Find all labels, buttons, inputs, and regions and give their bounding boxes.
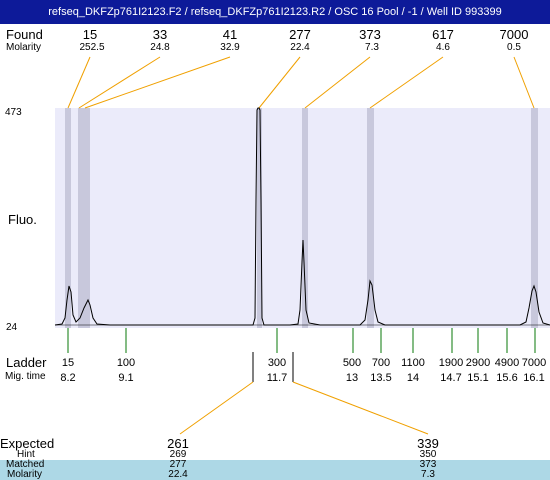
ladder-size-500: 500 [342, 357, 362, 369]
y-axis-top-label: 473 [5, 107, 22, 118]
ladder-size-2900: 2900 [465, 357, 491, 369]
found-molarity-277: 22.4 [290, 42, 310, 53]
found-molarity-15: 252.5 [79, 42, 105, 53]
ladder-label: Ladder [6, 355, 47, 370]
matched-label: Matched [6, 459, 45, 470]
found-molarity-617: 4.6 [436, 42, 450, 53]
found-molarity-373: 7.3 [365, 42, 379, 53]
matched-261: 277 [169, 459, 187, 470]
ladder-time-15: 8.2 [60, 372, 76, 384]
expected-connector-339 [292, 381, 429, 435]
found-molarity-7000: 0.5 [507, 42, 521, 53]
found-size-373: 373 [359, 27, 381, 42]
molarity-261: 22.4 [168, 469, 188, 480]
connector-7000 [513, 56, 535, 109]
found-size-15: 15 [82, 27, 98, 42]
ladder-time-700: 13.5 [370, 372, 392, 384]
y-axis-title: Fluo. [8, 212, 37, 227]
peak-band-15 [65, 108, 71, 328]
ladder-size-1900: 1900 [438, 357, 464, 369]
found-size-41: 41 [222, 27, 238, 42]
hint-339: 350 [419, 449, 437, 460]
peak-band-277 [257, 108, 262, 328]
connector-617 [369, 56, 444, 109]
ladder-size-4900: 4900 [494, 357, 520, 369]
connector-15 [67, 56, 91, 109]
found-molarity-label: Molarity [6, 42, 42, 53]
window-title: refseq_DKFZp761I2123.F2 / refseq_DKFZp76… [0, 0, 550, 24]
found-size-33: 33 [152, 27, 168, 42]
matched-band [0, 460, 550, 480]
ladder-time-1100: 14 [406, 372, 420, 384]
mig-time-label: Mig. time [5, 371, 46, 382]
peak-band-33-41 [78, 108, 90, 328]
ladder-time-7000: 16.1 [523, 372, 545, 384]
found-molarity-41: 32.9 [220, 42, 240, 53]
ladder-size-300: 300 [267, 357, 287, 369]
ladder-time-500: 13 [345, 372, 359, 384]
ladder-size-1100: 1100 [401, 357, 425, 369]
ladder-time-2900: 15.1 [467, 372, 489, 384]
connector-33 [78, 56, 161, 109]
expected-connector-261 [179, 381, 254, 435]
matched-339: 373 [419, 459, 437, 470]
peak-band-373 [302, 108, 308, 328]
expected-size-339: 339 [417, 436, 439, 451]
peak-band-617 [367, 108, 374, 328]
found-connectors [67, 56, 535, 109]
connector-373 [304, 56, 371, 109]
ladder-time-4900: 15.6 [496, 372, 518, 384]
y-axis-bottom-label: 24 [6, 322, 18, 333]
expected-size-261: 261 [167, 436, 189, 451]
connector-41 [84, 56, 231, 109]
found-label: Found [6, 27, 43, 42]
ladder-ticks [67, 328, 536, 353]
peak-band-7000 [531, 108, 538, 328]
found-size-617: 617 [432, 27, 454, 42]
ladder-time-100: 9.1 [118, 372, 134, 384]
found-size-277: 277 [289, 27, 311, 42]
found-molarity-33: 24.8 [150, 42, 170, 53]
expected-label: Expected [0, 436, 55, 451]
ladder-time-300: 11.7 [266, 372, 288, 384]
molarity-339: 7.3 [421, 469, 435, 480]
molarity-bottom-label: Molarity [7, 469, 43, 480]
found-size-7000: 7000 [499, 27, 529, 42]
connector-277 [258, 56, 301, 109]
ladder-size-15: 15 [61, 357, 75, 369]
ladder-size-100: 100 [116, 357, 136, 369]
hint-261: 269 [169, 449, 187, 460]
hint-label: Hint [17, 449, 35, 460]
ladder-size-7000: 7000 [521, 357, 547, 369]
ladder-time-1900: 14.7 [440, 372, 462, 384]
ladder-size-700: 700 [371, 357, 391, 369]
